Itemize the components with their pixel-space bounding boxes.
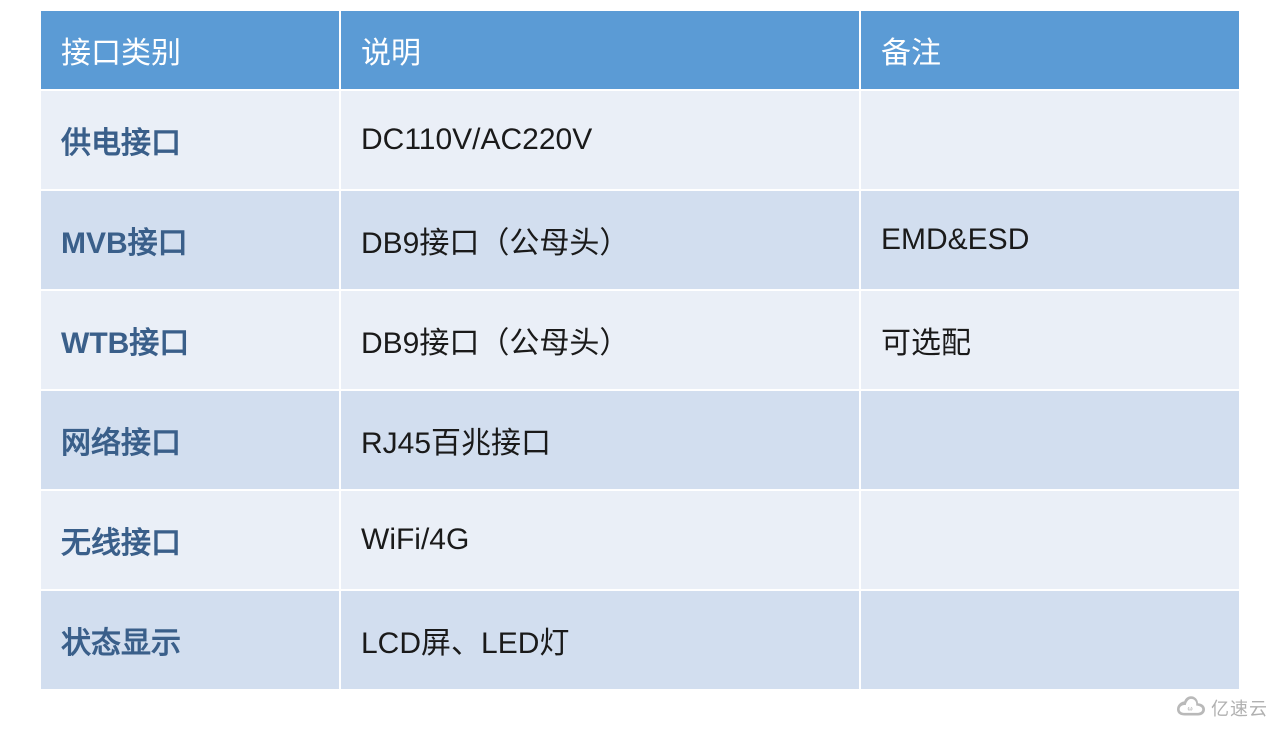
watermark-text: 亿速云 xyxy=(1211,695,1268,721)
cell-category: 网络接口 xyxy=(40,390,340,490)
watermark: ω 亿速云 xyxy=(1177,694,1268,722)
cell-category: 状态显示 xyxy=(40,590,340,690)
cell-category: 无线接口 xyxy=(40,490,340,590)
cell-remark: EMD&ESD xyxy=(860,190,1240,290)
interface-table: 接口类别 说明 备注 供电接口 DC110V/AC220V MVB接口 DB9接… xyxy=(40,10,1240,690)
table-row: 状态显示 LCD屏、LED灯 xyxy=(40,590,1240,690)
cell-remark xyxy=(860,490,1240,590)
table-row: WTB接口 DB9接口（公母头） 可选配 xyxy=(40,290,1240,390)
header-description: 说明 xyxy=(340,10,860,90)
table-header-row: 接口类别 说明 备注 xyxy=(40,10,1240,90)
cell-remark: 可选配 xyxy=(860,290,1240,390)
table-row: MVB接口 DB9接口（公母头） EMD&ESD xyxy=(40,190,1240,290)
cell-remark xyxy=(860,590,1240,690)
cell-remark xyxy=(860,90,1240,190)
table-row: 网络接口 RJ45百兆接口 xyxy=(40,390,1240,490)
cell-category: MVB接口 xyxy=(40,190,340,290)
cell-description: DB9接口（公母头） xyxy=(340,290,860,390)
table-row: 供电接口 DC110V/AC220V xyxy=(40,90,1240,190)
cell-category: 供电接口 xyxy=(40,90,340,190)
cell-description: RJ45百兆接口 xyxy=(340,390,860,490)
cell-description: WiFi/4G xyxy=(340,490,860,590)
svg-text:ω: ω xyxy=(1188,705,1193,712)
cell-category: WTB接口 xyxy=(40,290,340,390)
table-row: 无线接口 WiFi/4G xyxy=(40,490,1240,590)
cell-description: DB9接口（公母头） xyxy=(340,190,860,290)
cell-remark xyxy=(860,390,1240,490)
header-category: 接口类别 xyxy=(40,10,340,90)
cell-description: DC110V/AC220V xyxy=(340,90,860,190)
header-remark: 备注 xyxy=(860,10,1240,90)
cloud-icon: ω xyxy=(1177,694,1205,722)
cell-description: LCD屏、LED灯 xyxy=(340,590,860,690)
